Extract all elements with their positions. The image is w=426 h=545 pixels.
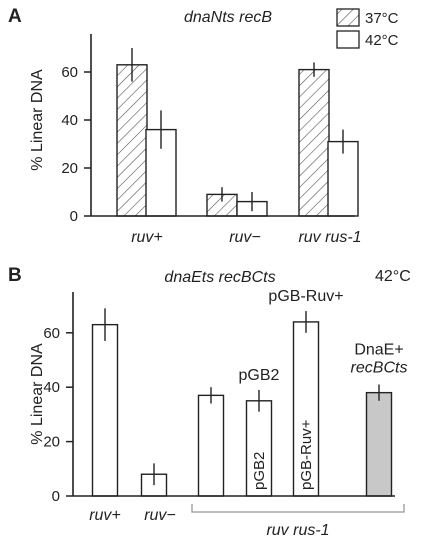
panel-b-bar-label-3: pGB2 (251, 452, 268, 490)
panel-b-bar-label-4: pGB-Ruv+ (298, 419, 315, 490)
panel-a-yticks: 0 20 40 60 (61, 64, 91, 225)
panel-b-bars: pGB2 pGB2 pGB-Ruv+ pGB-Ruv+ DnaE+recBCts (91, 288, 408, 497)
panel-b: B dnaEts recBCts 42°C % Linear DNA 0 20 40… (8, 265, 411, 539)
panel-b-group-label: ruv rus-1 (266, 522, 329, 539)
panel-a-bars (116, 48, 359, 217)
panel-b-yticks: 0 20 40 60 (43, 325, 73, 505)
panel-a-category-ruv-minus: ruv− (229, 229, 261, 246)
panel-a-category-ruv-plus: ruv+ (131, 229, 163, 246)
panel-b-ytick-label-3: 60 (43, 325, 60, 342)
panel-a-label: A (8, 6, 22, 27)
panel-a-category-ruv-rus1: ruv rus-1 (298, 229, 361, 246)
panel-a-ytick-label-2: 40 (61, 112, 78, 129)
legend-label-42c: 42°C (365, 32, 399, 49)
panel-b-ytick-label-2: 40 (43, 379, 60, 396)
panel-b-category-ruv-plus: ruv+ (89, 507, 121, 524)
panel-b-condition: 42°C (375, 268, 411, 285)
panel-b-bar-0 (91, 323, 119, 497)
panel-a-bar-0-2 (298, 68, 330, 217)
panel-b-bar-top-label2-5: recBCts (351, 359, 408, 376)
panel-b-category-ruv-minus: ruv− (144, 507, 176, 524)
panel-b-bar-top-label-5: DnaE+ (354, 341, 403, 358)
panel-a: A dnaNts recB % Linear DNA 37°C 42°C 0 20… (8, 6, 399, 246)
legend-swatch-37c (336, 8, 360, 27)
panel-a-ytick-label-3: 60 (61, 64, 78, 81)
panel-b-bar-5 (365, 391, 393, 497)
panel-b-bar-2 (197, 394, 225, 497)
panel-b-ylabel: % Linear DNA (29, 343, 46, 445)
panel-a-legend: 37°C 42°C (336, 8, 399, 49)
panel-a-title: dnaNts recB (184, 9, 272, 26)
panel-b-bar-4 (292, 321, 320, 497)
panel-a-ylabel: % Linear DNA (29, 69, 46, 171)
panel-b-title: dnaEts recBCts (164, 269, 275, 286)
panel-a-bar-0-0 (116, 64, 148, 217)
panel-b-label: B (8, 265, 22, 286)
panel-b-ytick-label-0: 0 (52, 488, 60, 505)
panel-b-group-bracket (191, 504, 405, 513)
panel-b-bar-top-label-3: pGB2 (239, 367, 280, 384)
panel-b-bar-3 (245, 400, 273, 497)
legend-swatch-42c (336, 30, 360, 49)
legend-label-37c: 37°C (365, 10, 399, 27)
panel-b-bar-top-label-4: pGB-Ruv+ (268, 288, 343, 305)
panel-a-ytick-label-0: 0 (70, 208, 78, 225)
panel-b-ytick-label-1: 20 (43, 434, 60, 451)
panel-a-ytick-label-1: 20 (61, 160, 78, 177)
